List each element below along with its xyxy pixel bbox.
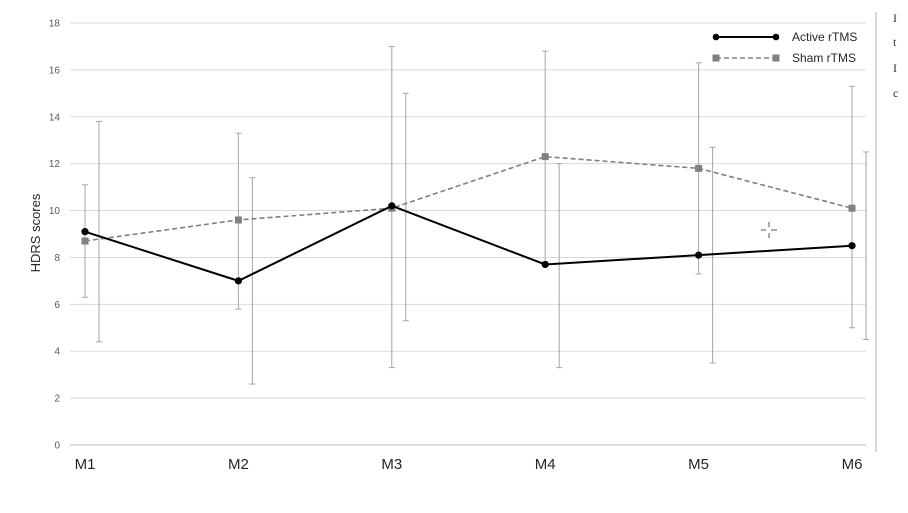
point-sham-rtms xyxy=(81,237,89,245)
side-text-line: t xyxy=(893,35,897,49)
error-bars xyxy=(82,45,869,385)
legend-label-sham-rtms: Sham rTMS xyxy=(792,51,856,65)
x-tick-label: M6 xyxy=(842,456,863,473)
y-tick-label: 2 xyxy=(54,394,60,405)
legend-marker-sham-rtms xyxy=(772,54,780,62)
x-tick-label: M2 xyxy=(228,456,249,473)
point-sham-rtms xyxy=(848,204,856,212)
y-tick-labels: 0 2 4 6 8 10 12 14 16 18 xyxy=(49,19,61,452)
point-sham-rtms xyxy=(695,164,703,172)
series-line-active-rtms xyxy=(84,204,853,282)
series-layer xyxy=(81,153,856,285)
grid xyxy=(70,22,866,446)
point-active-rtms xyxy=(848,242,856,250)
point-active-rtms xyxy=(81,228,89,236)
legend-marker-active-rtms xyxy=(712,33,720,41)
x-tick-label: M5 xyxy=(688,456,709,473)
legend: Active rTMS Sham rTMS xyxy=(712,30,857,65)
y-tick-label: 8 xyxy=(54,253,60,264)
y-tick-label: 16 xyxy=(49,65,61,76)
point-active-rtms xyxy=(388,202,396,210)
y-tick-label: 18 xyxy=(49,19,61,30)
point-active-rtms xyxy=(541,260,549,269)
y-tick-label: 12 xyxy=(49,159,61,170)
x-tick-label: M4 xyxy=(535,456,556,473)
legend-marker-sham-rtms xyxy=(712,54,720,62)
x-tick-label: M1 xyxy=(75,456,96,473)
x-tick-label: M3 xyxy=(381,456,402,473)
y-tick-label: 10 xyxy=(49,206,61,217)
point-sham-rtms xyxy=(541,153,549,161)
side-text-line: c xyxy=(893,86,898,100)
series-line-sham-rtms xyxy=(84,155,853,242)
x-axis: M1 M2 M3 M4 M5 M6 xyxy=(75,456,863,473)
y-tick-label: 0 xyxy=(54,441,60,452)
point-active-rtms xyxy=(695,251,703,259)
y-tick-label: 4 xyxy=(54,347,60,358)
y-tick-label: 14 xyxy=(49,112,61,123)
point-sham-rtms xyxy=(234,216,242,224)
y-tick-label: 6 xyxy=(54,300,60,311)
y-axis-title: HDRS scores xyxy=(28,193,43,272)
legend-marker-active-rtms xyxy=(772,33,780,41)
side-text-line: I xyxy=(893,11,897,25)
crosshair-cursor-icon xyxy=(761,222,777,238)
legend-label-active-rtms: Active rTMS xyxy=(792,30,857,44)
side-text-line: I xyxy=(893,61,897,75)
point-active-rtms xyxy=(234,277,242,285)
